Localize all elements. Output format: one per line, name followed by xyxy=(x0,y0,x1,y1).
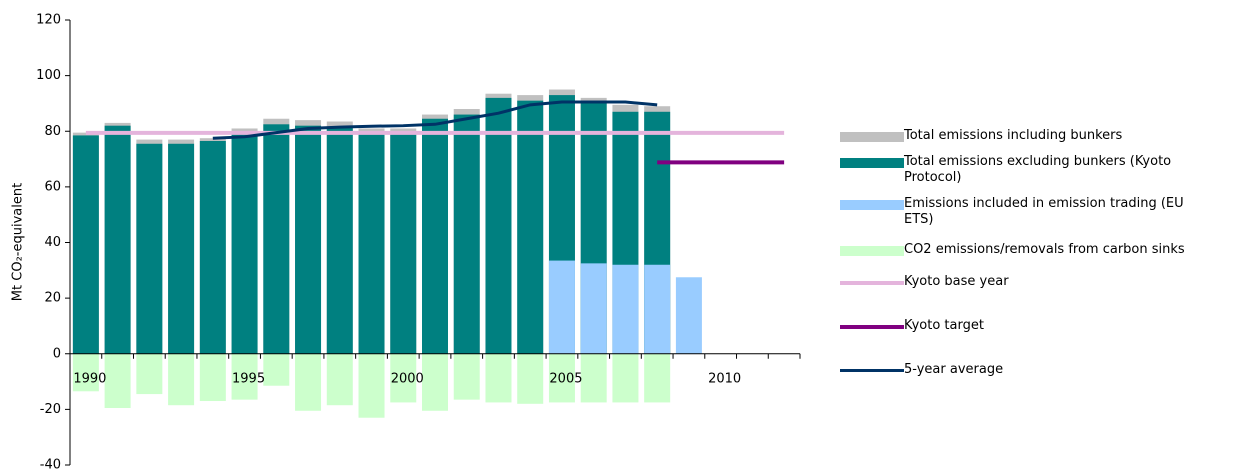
bar xyxy=(72,353,99,392)
bar xyxy=(168,143,195,354)
y-tick-label: 100 xyxy=(36,68,61,83)
y-tick-label: 60 xyxy=(44,179,61,194)
x-tick-label: 2000 xyxy=(391,371,424,386)
legend-entry: Kyoto base year xyxy=(840,274,1240,290)
bar xyxy=(263,124,290,354)
legend-label: Total emissions excluding bunkers (Kyoto… xyxy=(904,154,1172,185)
legend-entry: CO2 emissions/removals from carbon sinks xyxy=(840,242,1240,258)
bar xyxy=(136,143,163,354)
bar xyxy=(104,353,131,408)
bar xyxy=(422,353,448,411)
x-tick-label: 2010 xyxy=(708,371,741,386)
bar xyxy=(485,353,512,403)
legend-swatch xyxy=(840,200,904,210)
y-tick-label: 80 xyxy=(44,124,61,139)
bar xyxy=(485,97,512,354)
bar xyxy=(231,353,258,400)
legend-entry: 5-year average xyxy=(840,362,1240,378)
bar xyxy=(199,353,226,402)
legend-label: Emissions included in emission trading (… xyxy=(904,196,1184,227)
legend-label: Total emissions including bunkers xyxy=(904,128,1123,143)
legend-label: Kyoto base year xyxy=(904,274,1009,289)
bar xyxy=(422,118,448,354)
bar xyxy=(104,125,131,354)
legend-label: Kyoto target xyxy=(904,318,984,333)
bar xyxy=(390,132,417,354)
legend-entry: Kyoto target xyxy=(840,318,1240,334)
bar xyxy=(453,353,480,400)
bar xyxy=(390,353,417,403)
legend-entry: Total emissions excluding bunkers (Kyoto… xyxy=(840,154,1240,186)
y-tick-label: -40 xyxy=(40,458,61,472)
bar xyxy=(326,127,353,354)
legend-swatch xyxy=(840,281,904,285)
bar xyxy=(358,353,385,418)
bar xyxy=(548,353,575,403)
y-tick-label: 0 xyxy=(53,346,61,361)
bar xyxy=(295,125,322,354)
legend-swatch xyxy=(840,132,904,142)
bar xyxy=(263,353,290,386)
legend-label: CO2 emissions/removals from carbon sinks xyxy=(904,242,1185,257)
bar xyxy=(548,260,575,354)
bar xyxy=(326,353,353,406)
bar xyxy=(453,114,480,354)
bar xyxy=(358,132,385,354)
bar xyxy=(580,353,607,403)
x-tick-label: 2005 xyxy=(549,371,582,386)
bar xyxy=(231,132,258,354)
legend-entry: Emissions included in emission trading (… xyxy=(840,196,1240,228)
legend-swatch xyxy=(840,158,904,168)
bar xyxy=(580,263,607,354)
y-axis-label: Mt CO₂-equivalent xyxy=(11,183,26,301)
x-tick-label: 1990 xyxy=(73,371,106,386)
bar xyxy=(612,353,639,403)
legend-swatch xyxy=(840,246,904,256)
bar xyxy=(517,353,544,404)
bar xyxy=(72,135,99,354)
bar xyxy=(199,140,226,354)
y-tick-label: 40 xyxy=(44,235,61,250)
bar xyxy=(644,264,671,354)
bar xyxy=(644,353,671,403)
bar xyxy=(168,353,195,406)
legend-entry: Total emissions including bunkers xyxy=(840,128,1240,144)
bar xyxy=(136,353,163,395)
legend-swatch xyxy=(840,369,904,372)
line xyxy=(212,100,658,140)
legend-label: 5-year average xyxy=(904,362,1004,377)
y-tick-label: 120 xyxy=(36,13,61,28)
bar xyxy=(517,100,544,354)
y-tick-label: 20 xyxy=(44,291,61,306)
legend-swatch xyxy=(840,325,904,329)
x-tick-label: 1995 xyxy=(232,371,265,386)
bar xyxy=(295,353,322,411)
bar xyxy=(675,277,702,354)
bar xyxy=(612,264,639,354)
y-tick-label: -20 xyxy=(40,402,61,417)
